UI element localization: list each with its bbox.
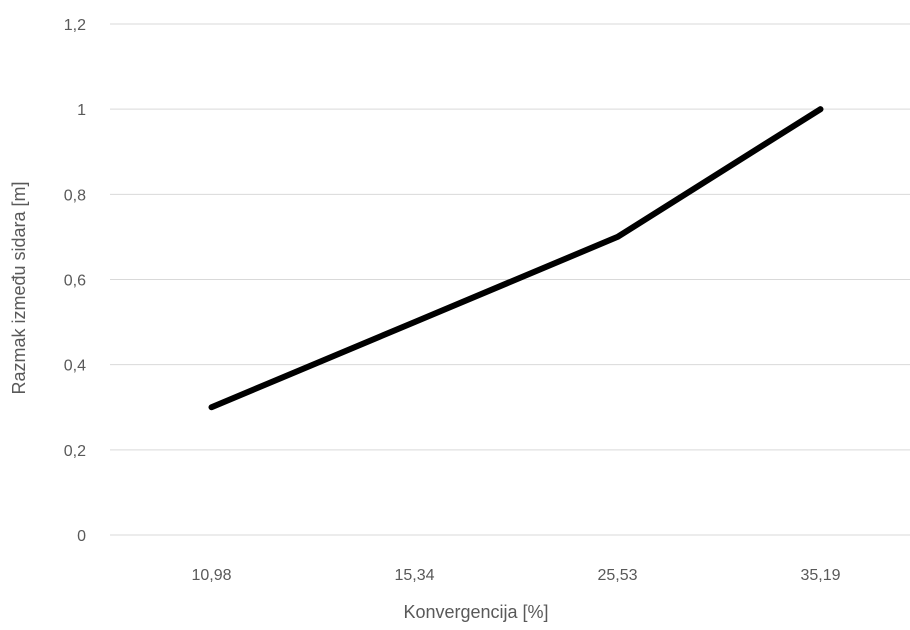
y-tick-label: 0,4 [64,358,86,375]
x-tick-label: 10,98 [191,567,231,584]
y-axis-ticks: 0 0,2 0,4 0,6 0,8 1 1,2 [64,17,86,545]
x-tick-label: 35,19 [800,567,840,584]
y-tick-label: 0 [77,528,86,545]
x-tick-label: 15,34 [394,567,434,584]
x-axis-title: Konvergencija [%] [403,602,548,622]
series-line [208,106,824,411]
x-tick-label: 25,53 [597,567,637,584]
y-axis-title: Razmak između sidara [m] [9,181,29,394]
gridlines [110,23,910,536]
series-group [208,106,824,411]
y-tick-label: 1,2 [64,17,86,34]
y-tick-label: 0,6 [64,273,86,290]
y-tick-label: 0,2 [64,443,86,460]
y-tick-label: 0,8 [64,187,86,204]
y-tick-label: 1 [77,102,86,119]
x-axis-ticks: 10,98 15,34 25,53 35,19 [191,567,840,584]
